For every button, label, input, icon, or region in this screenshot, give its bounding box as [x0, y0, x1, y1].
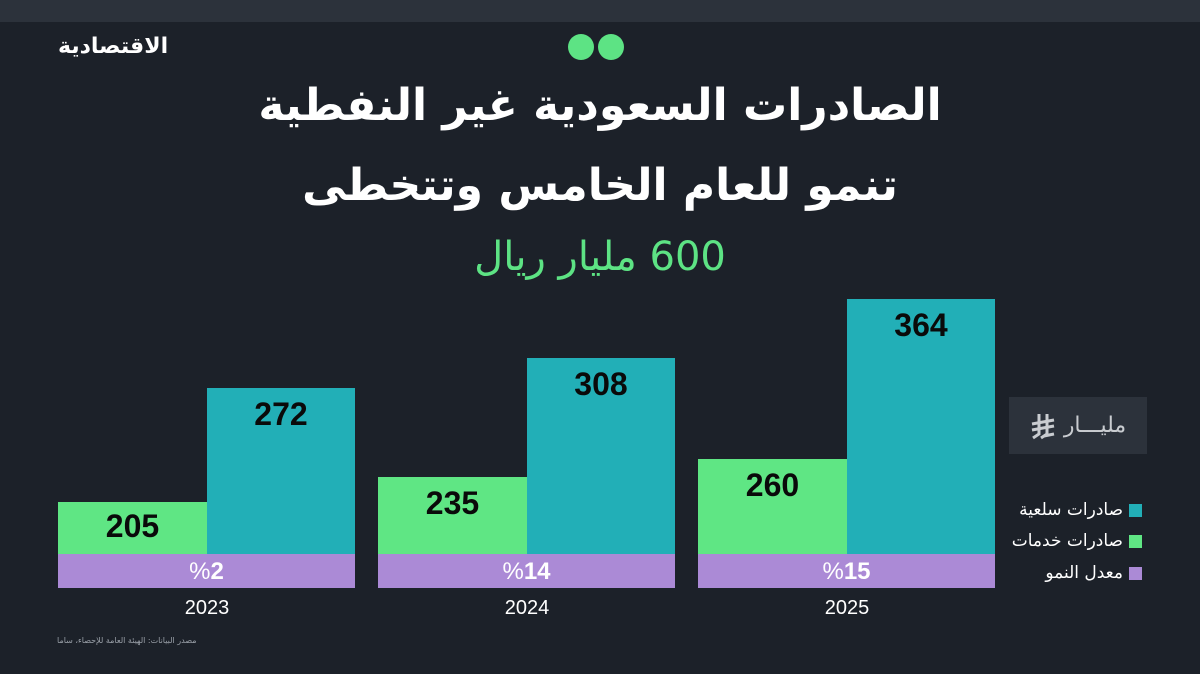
- legend-swatch: [1129, 566, 1142, 580]
- growth-value: %2: [189, 558, 224, 585]
- year-label-2023: 2023: [184, 597, 230, 619]
- year-label-2024: 2024: [504, 597, 550, 619]
- bar-value: 205: [105, 508, 160, 544]
- bar-value: 260: [745, 467, 800, 503]
- bar-services-2024: 235: [378, 477, 527, 554]
- bar-goods-2023: 272: [207, 388, 355, 554]
- chart-subtitle: 600 مليار ريال: [474, 234, 726, 280]
- bar-value: 272: [254, 396, 308, 432]
- chart-title-line2: تنمو للعام الخامس وتتخطى: [302, 160, 898, 211]
- top-bar: [0, 0, 1200, 22]
- legend-swatch: [1129, 503, 1142, 517]
- legend-item-growth: معدل النمو: [1045, 563, 1142, 583]
- bar-goods-2025: 364: [847, 299, 995, 554]
- dot-icon: [598, 34, 624, 60]
- legend-swatch: [1129, 534, 1142, 548]
- unit-box: مليـــار: [1009, 397, 1147, 454]
- bar-services-2025: 260: [698, 459, 847, 554]
- unit-label: مليـــار: [1063, 413, 1127, 438]
- brand-logo: الاقتصادية: [58, 34, 169, 59]
- bar-value: 308: [574, 366, 628, 402]
- chart-title-line1: الصادرات السعودية غير النفطية: [258, 80, 942, 131]
- bar-growth-2023: %2: [58, 554, 355, 588]
- bar-growth-2024: %14: [378, 554, 675, 588]
- growth-value: %14: [502, 558, 551, 585]
- bar-value: 364: [894, 307, 948, 343]
- decorative-dots: [568, 34, 624, 60]
- legend-item-services: صادرات خدمات: [1012, 531, 1142, 551]
- source-note: مصدر البيانات: الهيئة العامة للإحصاء، سا…: [57, 636, 197, 645]
- bar-growth-2025: %15: [698, 554, 995, 588]
- legend-item-goods: صادرات سلعية: [1019, 500, 1142, 520]
- dot-icon: [568, 34, 594, 60]
- riyal-sign-icon: [1031, 413, 1055, 439]
- bar-goods-2024: 308: [527, 358, 675, 554]
- bar-services-2023: 205: [58, 502, 207, 554]
- bar-value: 235: [425, 485, 480, 521]
- year-label-2025: 2025: [824, 597, 870, 619]
- growth-value: %15: [822, 558, 871, 585]
